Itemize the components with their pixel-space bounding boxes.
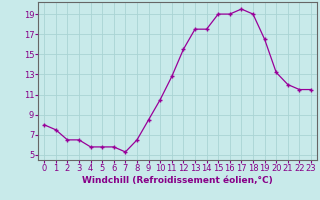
- X-axis label: Windchill (Refroidissement éolien,°C): Windchill (Refroidissement éolien,°C): [82, 176, 273, 185]
